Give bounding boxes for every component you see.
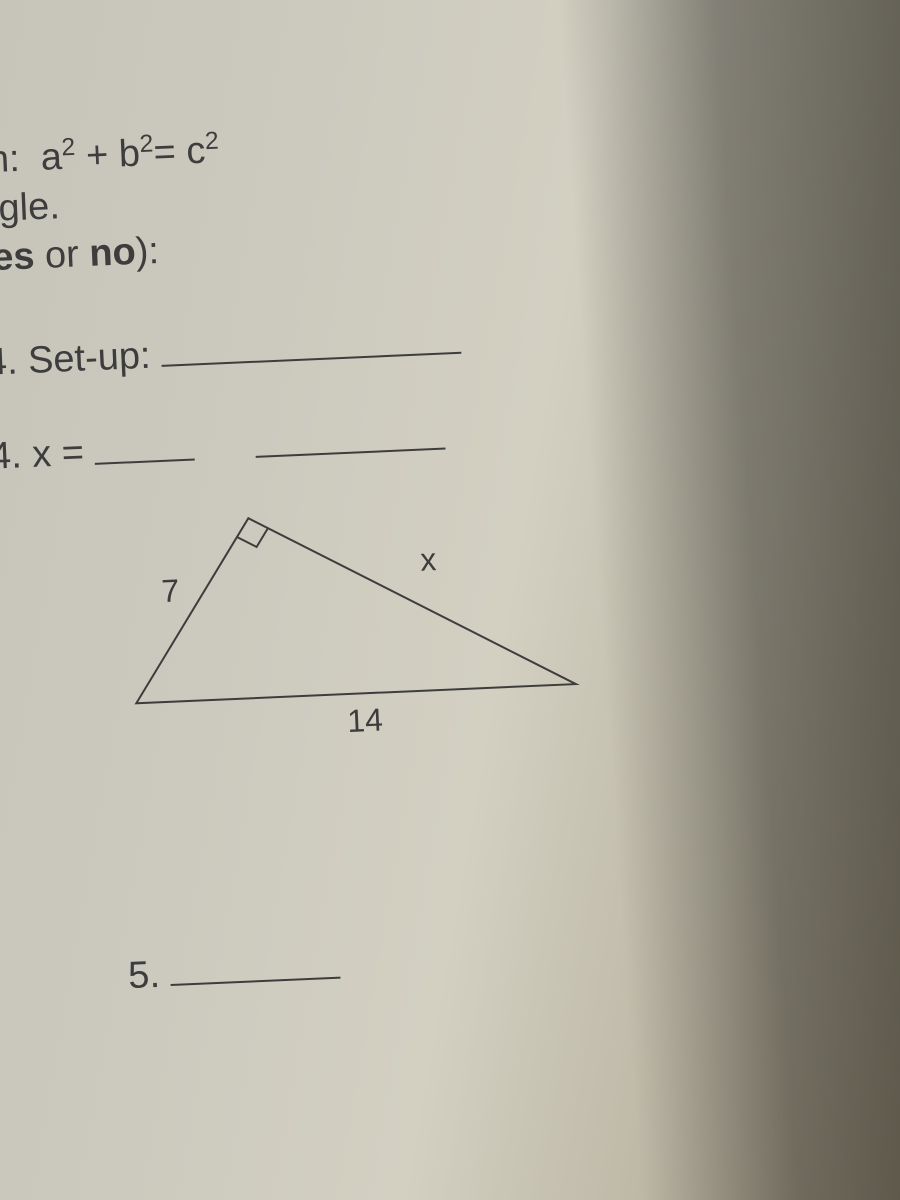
q4-setup-blank [160,320,461,367]
q4-x-label: 4. x = [0,432,85,478]
side-label-x: x [420,541,438,578]
q4-setup-label: 4. Set-up: [0,335,151,384]
triangle-figure: 7 x 14 [108,483,598,744]
q4-x-line: 4. x = [0,406,656,482]
q5-blank [169,944,340,986]
worksheet-sheet: orem: a2 + b2= c2 triangle. e (yes or no… [0,0,900,1200]
yes-or-no-fragment: e (yes or no): [0,230,160,282]
side-label-14: 14 [346,701,383,739]
q4-x-blank-1 [93,426,194,465]
side-label-7: 7 [161,572,180,609]
q4-x-blank-2 [254,415,445,458]
q5-line: 5. [127,930,678,998]
theorem-fragment-orem: orem: [0,137,31,184]
q5-label: 5. [127,953,161,996]
q4-setup-line: 4. Set-up: [0,312,652,388]
triangle-outline [128,504,575,703]
theorem-formula: a2 + b2= c2 [40,129,220,179]
worksheet-content: orem: a2 + b2= c2 triangle. e (yes or no… [0,105,679,1005]
triangle-svg: 7 x 14 [108,483,599,764]
